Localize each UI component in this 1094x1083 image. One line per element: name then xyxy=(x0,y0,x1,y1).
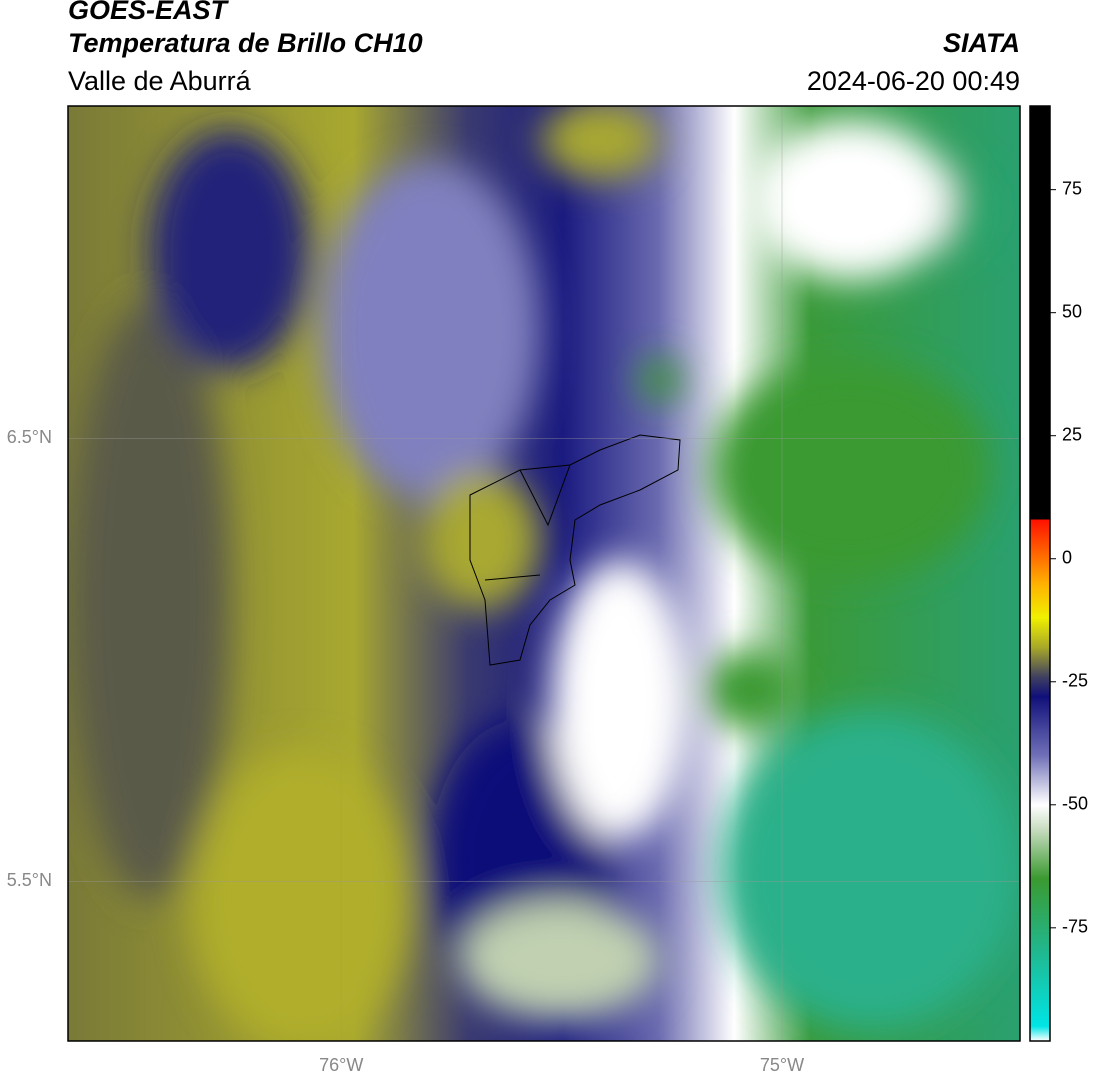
subtitle: Temperatura de Brillo CH10 xyxy=(68,28,423,58)
region: Valle de Aburrá xyxy=(68,66,252,96)
title: GOES-EAST xyxy=(68,0,230,25)
colorbar-tick-label: 25 xyxy=(1062,424,1082,444)
x-tick-label: 76°W xyxy=(319,1055,363,1075)
colorbar-tick-label: 0 xyxy=(1062,547,1072,567)
y-tick-label: 6.5°N xyxy=(7,427,52,447)
graticule xyxy=(68,106,1020,1041)
satellite-image xyxy=(68,106,1020,1041)
colorbar-tick-label: 75 xyxy=(1062,178,1082,198)
colorbar-tick-label: -75 xyxy=(1062,917,1088,937)
x-tick-label: 75°W xyxy=(760,1055,804,1075)
source: SIATA xyxy=(943,28,1020,58)
colorbar-tick-label: -50 xyxy=(1062,794,1088,814)
colorbar-tick-label: 50 xyxy=(1062,301,1082,321)
colorbar-tick-label: -25 xyxy=(1062,671,1088,691)
y-tick-label: 5.5°N xyxy=(7,870,52,890)
map-frame xyxy=(67,105,1021,1042)
colorbar xyxy=(1029,105,1051,1042)
timestamp: 2024-06-20 00:49 xyxy=(807,66,1020,96)
